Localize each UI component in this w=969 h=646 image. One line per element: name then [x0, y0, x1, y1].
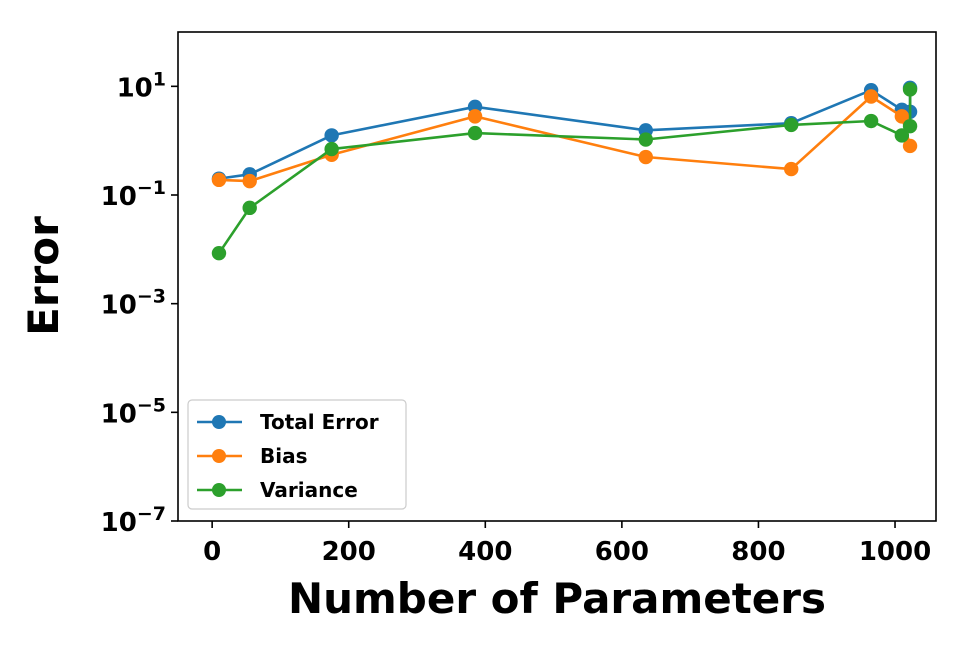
legend-marker-bias — [212, 449, 226, 463]
x-tick-label: 600 — [595, 537, 649, 567]
axis-ticks: 0 200 400 600 800 1000 10−7 10−5 10−3 10−1 101 — [101, 68, 932, 567]
legend-label-variance: Variance — [260, 478, 358, 502]
y-tick-label: 101 — [117, 68, 166, 103]
bias-point — [242, 173, 257, 189]
bias-point — [211, 172, 227, 188]
variance-point — [894, 128, 910, 143]
legend-frame — [187, 399, 407, 510]
variance-point — [211, 245, 227, 261]
y-tick-label: 10−7 — [101, 503, 166, 538]
legend-label-bias: Bias — [260, 444, 308, 468]
y-axis-title: Error — [19, 216, 68, 336]
x-axis-title: Number of Parameters — [288, 574, 826, 623]
bias-point — [902, 138, 918, 154]
variance-point — [902, 82, 918, 97]
x-tick-label: 1000 — [859, 537, 931, 567]
series-layer — [211, 80, 918, 261]
bias-point — [467, 109, 483, 124]
bias-point — [863, 89, 879, 104]
x-tick-label: 800 — [731, 537, 785, 567]
variance-point — [242, 200, 257, 216]
variance-point — [863, 113, 879, 129]
variance-point — [467, 125, 483, 141]
y-tick-label: 10−3 — [101, 286, 166, 321]
y-tick-label: 10−5 — [101, 394, 166, 429]
x-tick-label: 400 — [458, 537, 512, 567]
bias-point — [784, 161, 799, 177]
legend-marker-variance — [212, 483, 226, 497]
variance-point — [324, 141, 339, 157]
legend: Total Error Bias Variance — [187, 399, 407, 510]
x-tick-label: 200 — [322, 537, 376, 567]
total-error-point — [324, 128, 339, 143]
variance-point — [784, 117, 799, 133]
legend-label-total-error: Total Error — [260, 410, 379, 434]
legend-marker-total-error — [212, 415, 226, 429]
variance-point — [902, 118, 918, 134]
bias-point — [894, 109, 910, 124]
y-tick-label: 10−1 — [101, 177, 166, 212]
x-tick-label: 0 — [203, 537, 221, 567]
bias-point — [638, 149, 653, 165]
variance-point — [638, 132, 653, 147]
